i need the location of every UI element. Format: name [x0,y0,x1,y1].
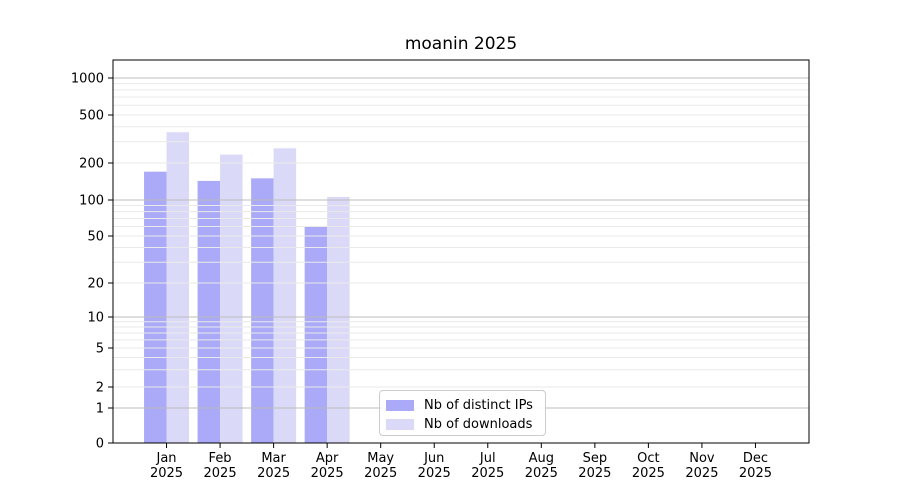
legend-swatch-downloads [386,419,414,430]
x-tick-label-month: Jan [156,451,177,466]
y-tick-label: 2 [96,381,104,396]
y-tick-label: 0 [96,437,104,452]
x-tick-label-month: Mar [261,451,286,466]
x-tick-label-month: Sep [583,451,608,466]
x-tick-label-month: Oct [637,451,659,466]
x-tick-label-year: 2025 [471,466,504,481]
x-tick-label-month: Dec [743,451,768,466]
x-tick-label-year: 2025 [257,466,290,481]
x-tick-label-month: Jul [479,451,496,466]
bar-downloads-jan [166,132,190,443]
x-tick-label-month: Aug [529,451,554,466]
y-tick-label: 500 [79,109,104,124]
bar-distinct-ips-apr [304,226,328,443]
legend: Nb of distinct IPs Nb of downloads [379,390,546,436]
x-tick-label-year: 2025 [739,466,772,481]
x-tick-label-year: 2025 [525,466,558,481]
legend-label-downloads: Nb of downloads [424,417,533,432]
x-tick-label-year: 2025 [204,466,237,481]
bar-distinct-ips-jan [144,171,167,443]
y-tick-label: 50 [87,230,104,245]
x-tick-label-month: Nov [689,451,715,466]
y-tick-label: 20 [87,277,104,292]
x-tick-label-year: 2025 [364,466,397,481]
y-tick-label: 1 [96,402,104,417]
x-tick-label-year: 2025 [632,466,665,481]
x-tick-label-year: 2025 [685,466,718,481]
y-tick-label: 5 [96,342,104,357]
x-tick-label-year: 2025 [150,466,183,481]
y-tick-label: 200 [79,157,104,172]
y-tick-label: 100 [79,194,104,209]
y-tick-label: 10 [87,311,104,326]
axis-frame [112,59,810,444]
x-tick-label-year: 2025 [311,466,344,481]
x-tick-label-year: 2025 [418,466,451,481]
legend-item-distinct-ips: Nb of distinct IPs [386,396,537,415]
x-tick-label-month: May [367,451,394,466]
bar-distinct-ips-feb [197,180,221,443]
x-tick-label-year: 2025 [578,466,611,481]
x-tick-label-month: Jun [423,451,444,466]
legend-item-downloads: Nb of downloads [386,415,537,434]
y-tick-label: 1000 [71,72,104,87]
bar-downloads-mar [273,148,297,443]
x-tick-label-month: Feb [209,451,232,466]
x-tick-label-month: Apr [316,451,339,466]
bar-distinct-ips-mar [251,178,274,443]
bar-downloads-apr [327,196,350,443]
bar-downloads-feb [220,154,243,444]
legend-label-distinct-ips: Nb of distinct IPs [424,398,533,413]
legend-swatch-distinct-ips [386,400,414,411]
